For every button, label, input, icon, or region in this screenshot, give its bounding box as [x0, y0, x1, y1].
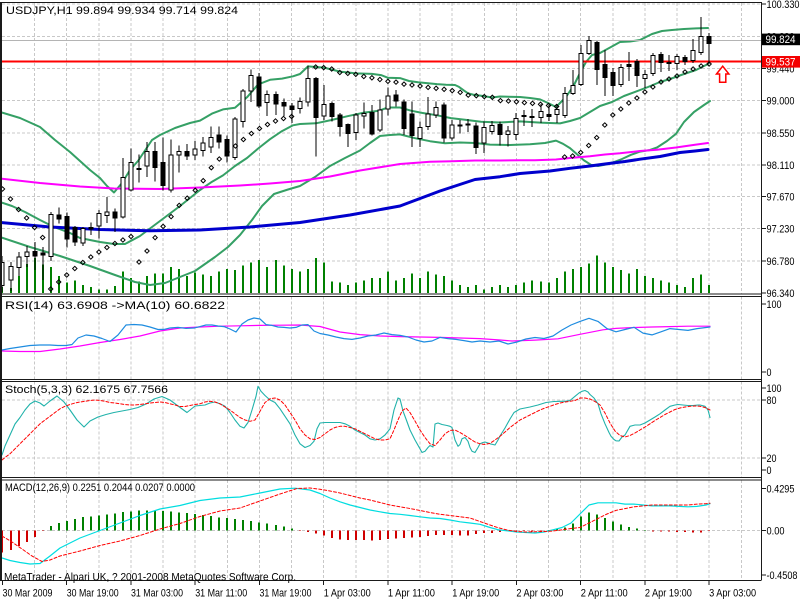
- svg-text:31 Mar 19:00: 31 Mar 19:00: [260, 588, 312, 600]
- svg-text:0: 0: [767, 367, 772, 379]
- svg-text:Stoch(5,3,3) 62.1675 67.7566: Stoch(5,3,3) 62.1675 67.7566: [5, 384, 168, 396]
- svg-text:1 Apr 03:00: 1 Apr 03:00: [324, 588, 371, 600]
- svg-text:2 Apr 19:00: 2 Apr 19:00: [645, 588, 692, 600]
- svg-text:96.340: 96.340: [767, 288, 795, 300]
- svg-text:99.537: 99.537: [766, 57, 796, 69]
- svg-text:97.670: 97.670: [767, 192, 795, 204]
- svg-text:100.330: 100.330: [767, 0, 800, 11]
- svg-text:3 Apr 03:00: 3 Apr 03:00: [709, 588, 756, 600]
- svg-text:1 Apr 19:00: 1 Apr 19:00: [452, 588, 499, 600]
- svg-text:99.824: 99.824: [766, 34, 796, 46]
- svg-text:2 Apr 03:00: 2 Apr 03:00: [516, 588, 563, 600]
- svg-text:0: 0: [767, 465, 772, 477]
- svg-text:RSI(14) 63.6908 ->MA(10) 60.6: RSI(14) 63.6908 ->MA(10) 60.6822: [5, 300, 225, 312]
- svg-text:98.110: 98.110: [767, 160, 795, 172]
- svg-text:100: 100: [767, 299, 782, 311]
- svg-text:97.230: 97.230: [767, 224, 795, 236]
- svg-text:20: 20: [767, 453, 777, 465]
- svg-text:MetaTrader - Alpari UK, ? 2001: MetaTrader - Alpari UK, ? 2001-2008 Meta…: [4, 572, 296, 584]
- svg-text:98.550: 98.550: [767, 128, 795, 140]
- svg-text:80: 80: [767, 395, 777, 407]
- svg-text:31 Mar 03:00: 31 Mar 03:00: [131, 588, 183, 600]
- svg-text:0.00: 0.00: [767, 526, 785, 538]
- svg-text:1 Apr 11:00: 1 Apr 11:00: [388, 588, 435, 600]
- svg-text:99.000: 99.000: [767, 95, 795, 107]
- svg-text:MACD(12,26,9) 0.2251 0.2044 0.: MACD(12,26,9) 0.2251 0.2044 0.0207 0.000…: [5, 482, 195, 494]
- svg-text:30 Mar 2009: 30 Mar 2009: [3, 588, 53, 600]
- svg-text:-0.4508: -0.4508: [767, 570, 798, 582]
- svg-text:0.4295: 0.4295: [767, 484, 795, 496]
- svg-text:2 Apr 11:00: 2 Apr 11:00: [581, 588, 628, 600]
- svg-text:96.780: 96.780: [767, 256, 795, 268]
- svg-text:30 Mar 19:00: 30 Mar 19:00: [67, 588, 119, 600]
- svg-text:100: 100: [767, 383, 782, 395]
- svg-text:USDJPY,H1 99.894 99.934 99.71: USDJPY,H1 99.894 99.934 99.714 99.824: [6, 5, 238, 17]
- svg-text:31 Mar 11:00: 31 Mar 11:00: [195, 588, 247, 600]
